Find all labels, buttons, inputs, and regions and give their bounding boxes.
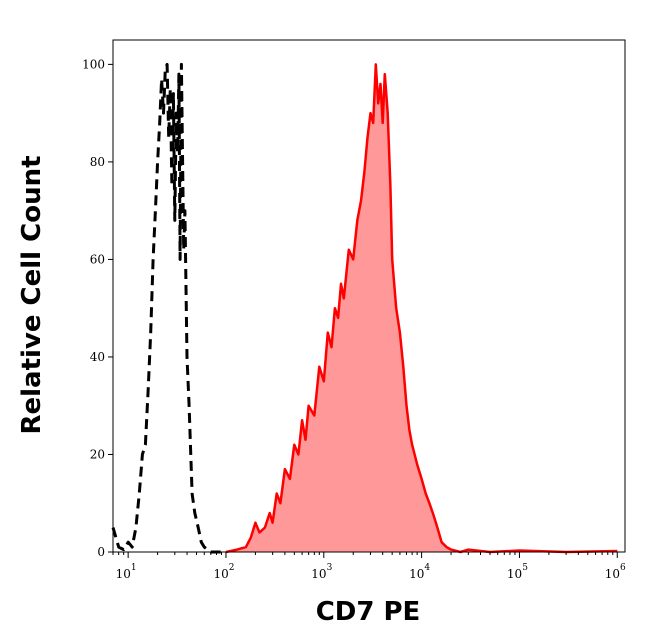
y-tick-label: 40 (90, 350, 105, 364)
series-1-fill (226, 64, 618, 553)
y-tick-label: 80 (90, 155, 105, 169)
x-tick-label: 101 (116, 563, 137, 581)
x-tick-label: 104 (409, 563, 430, 581)
x-tick-label: 105 (507, 563, 528, 581)
axis-ticks: 0 20 40 60 80 100 101 102 103 104 105 106 (82, 57, 626, 581)
y-axis-title: Relative Cell Count (17, 155, 47, 434)
y-tick-label: 100 (82, 57, 105, 71)
x-tick-label: 102 (213, 563, 234, 581)
x-axis-title: CD7 PE (316, 597, 421, 627)
y-tick-label: 20 (90, 447, 105, 461)
x-tick-label: 106 (605, 563, 626, 581)
x-tick-label: 103 (311, 563, 332, 581)
plot-frame (112, 39, 626, 553)
y-tick-label: 60 (90, 252, 105, 266)
series-1-line (225, 63, 618, 554)
series-0-line (111, 62, 226, 554)
y-tick-label: 0 (97, 545, 105, 559)
plot-area (111, 62, 618, 554)
